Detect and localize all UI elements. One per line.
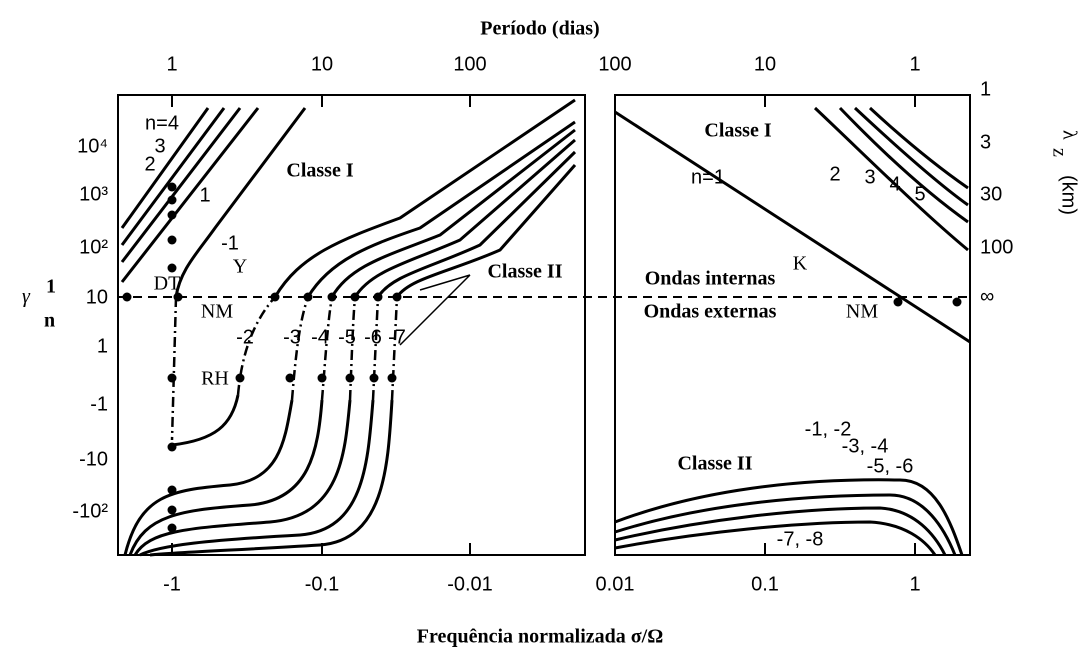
curve-label: -4 — [311, 326, 329, 348]
left-tick-label: -10 — [79, 448, 108, 470]
right-tick-label: ∞ — [980, 285, 994, 307]
curve-label: -7, -8 — [777, 528, 824, 550]
bottom-tick-label: -1 — [163, 573, 181, 595]
curve-label: n=4 — [145, 112, 179, 134]
left-tick-label: 10² — [79, 236, 108, 258]
curve-label: 2 — [144, 153, 155, 175]
left-tick-label: 1 — [97, 335, 108, 357]
curve-label: -1 — [221, 232, 239, 254]
top-title: Período (dias) — [480, 18, 599, 40]
curve-label: Classe I — [704, 120, 771, 142]
curve-label: RH — [201, 368, 229, 390]
left-tick-label: 10 — [86, 286, 108, 308]
pointers — [399, 274, 471, 346]
bottom-tick-label: -0.01 — [447, 573, 493, 595]
right-tick-label: 1 — [980, 78, 991, 100]
left-tick-label: -10² — [72, 500, 108, 522]
left-tick-label: 10³ — [79, 183, 108, 205]
top-tick-label: 10 — [754, 53, 776, 75]
bottom-tick-label: 0.01 — [596, 573, 635, 595]
curve-label: 4 — [889, 173, 900, 195]
curve-label: 5 — [914, 183, 925, 205]
curve-label: Classe II — [677, 453, 752, 475]
curve-label: Classe I — [286, 160, 353, 182]
y-left-sup: 1 — [46, 276, 56, 298]
frames — [117, 94, 971, 556]
top-tick-label: 100 — [598, 53, 631, 75]
curve-label: DT — [154, 273, 181, 295]
curve-label: Ondas internas — [645, 268, 776, 290]
curve-label: -3, -4 — [842, 435, 889, 457]
curve-label: -7 — [388, 326, 406, 348]
curve-label: Y — [233, 256, 247, 278]
curve-label: K — [793, 253, 808, 275]
y-left-sub: n — [44, 310, 55, 332]
y-right-unit: (km) — [1058, 175, 1080, 215]
curve-label: 3 — [154, 135, 165, 157]
right-tick-label: 3 — [980, 131, 991, 153]
curve-label: NM — [846, 301, 878, 323]
bottom-title: Frequência normalizada σ/Ω — [417, 626, 664, 648]
top-tick-label: 1 — [166, 53, 177, 75]
curve-label: n=1 — [691, 166, 725, 188]
y-left-title: γ — [22, 286, 31, 308]
curve-label: -5, -6 — [867, 455, 914, 477]
curve-label: Ondas externas — [644, 301, 777, 323]
top-tick-label: 1 — [909, 53, 920, 75]
right-tick-label: 100 — [980, 236, 1013, 258]
y-right-title: λ — [1058, 130, 1080, 140]
points — [122, 182, 962, 533]
curve-label: -2 — [236, 326, 254, 348]
left-tick-label: -1 — [90, 393, 108, 415]
y-right-sub: z — [1048, 148, 1070, 157]
bottom-tick-label: 1 — [909, 573, 920, 595]
left-tick-label: 10⁴ — [77, 135, 108, 157]
bottom-tick-label: -0.1 — [305, 573, 339, 595]
curve-label: -5 — [338, 326, 356, 348]
curves-left — [120, 98, 577, 557]
curve-label: NM — [201, 301, 233, 323]
curve-label: -3 — [283, 326, 301, 348]
curve-label: Classe II — [487, 261, 562, 283]
top-tick-label: 10 — [311, 53, 333, 75]
top-tick-label: 100 — [453, 53, 486, 75]
curve-label: -1, -2 — [805, 418, 852, 440]
curve-label: 2 — [829, 163, 840, 185]
curve-label: 3 — [864, 166, 875, 188]
right-tick-label: 30 — [980, 183, 1002, 205]
curves-right — [614, 106, 971, 556]
bottom-tick-label: 0.1 — [751, 573, 779, 595]
curve-label: 1 — [199, 184, 210, 206]
curve-label: -6 — [364, 326, 382, 348]
